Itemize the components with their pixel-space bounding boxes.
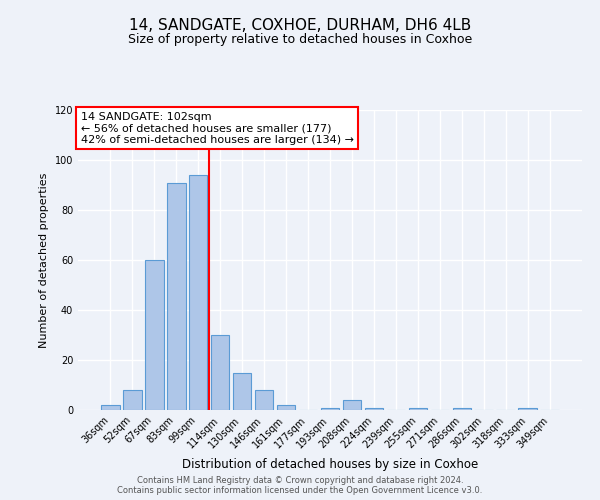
Text: Contains public sector information licensed under the Open Government Licence v3: Contains public sector information licen… [118,486,482,495]
Bar [452,408,471,410]
Bar [320,408,340,410]
Text: Contains HM Land Registry data © Crown copyright and database right 2024.: Contains HM Land Registry data © Crown c… [137,476,463,485]
Bar [189,175,208,410]
Bar [255,390,274,410]
Y-axis label: Number of detached properties: Number of detached properties [39,172,49,348]
Bar [211,335,229,410]
Bar [343,400,361,410]
Bar [167,182,185,410]
Bar [365,408,383,410]
Text: 14 SANDGATE: 102sqm
← 56% of detached houses are smaller (177)
42% of semi-detac: 14 SANDGATE: 102sqm ← 56% of detached ho… [80,112,353,144]
Bar [518,408,537,410]
Bar [409,408,427,410]
Bar [101,405,119,410]
Text: Size of property relative to detached houses in Coxhoe: Size of property relative to detached ho… [128,32,472,46]
Bar [145,260,164,410]
Bar [277,405,295,410]
Bar [123,390,142,410]
X-axis label: Distribution of detached houses by size in Coxhoe: Distribution of detached houses by size … [182,458,478,471]
Bar [233,372,251,410]
Text: 14, SANDGATE, COXHOE, DURHAM, DH6 4LB: 14, SANDGATE, COXHOE, DURHAM, DH6 4LB [129,18,471,32]
